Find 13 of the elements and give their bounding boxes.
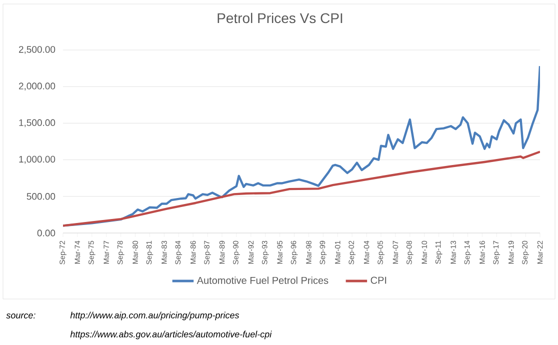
chart-title: Petrol Prices Vs CPI [218, 12, 342, 24]
legend-label: CPI [370, 276, 386, 284]
y-tick-label: 2,500.00 [18, 46, 56, 54]
source-note: source: [6, 314, 36, 318]
y-tick-label: 1,500.00 [19, 119, 56, 128]
text: http://www.aip.com.au/pricing/pump-prices [70, 312, 240, 320]
y-tick-label: 1,000.00 [19, 156, 56, 164]
text: https://www.abs.gov.au/articles/automotive-fuel-cpi [70, 330, 272, 340]
y-tick-label: 500.00 [26, 193, 56, 200]
legend-label: Automotive Fuel Petrol Prices [196, 276, 328, 284]
line-series [63, 150, 540, 227]
y-tick-label: 0.00 [37, 230, 56, 236]
y-tick-label: 2,000.00 [18, 82, 56, 91]
